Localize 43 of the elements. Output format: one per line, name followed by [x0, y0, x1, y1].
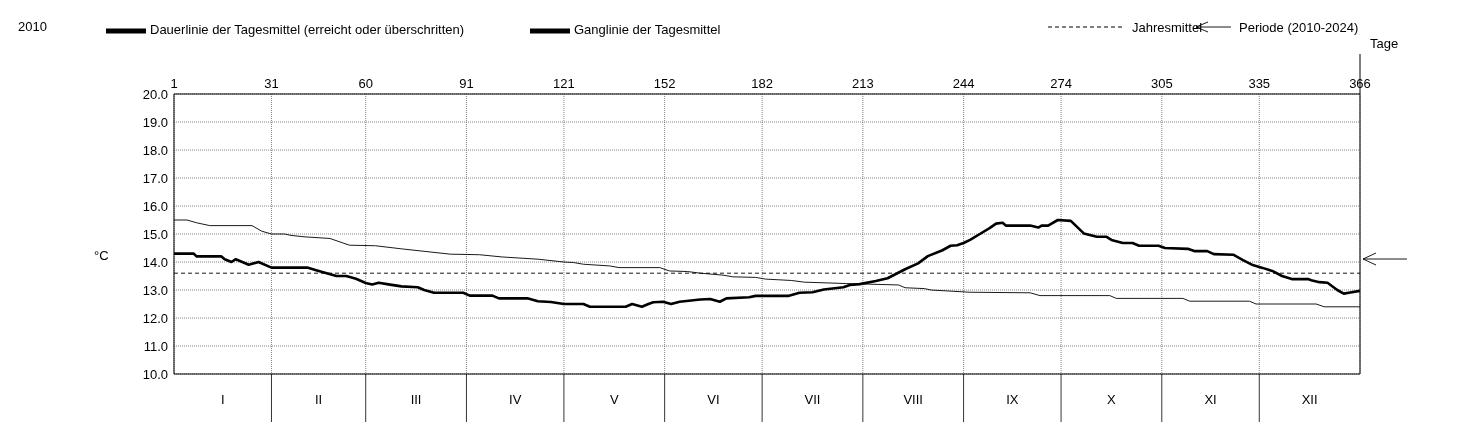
x-tick-label: 152: [653, 76, 676, 91]
x-tick-label: 274: [1050, 76, 1072, 91]
x-tick-label: 213: [852, 76, 874, 91]
y-tick-label: 13.0: [142, 282, 168, 298]
text: 2010: [18, 19, 47, 34]
y-tick-label: 16.0: [142, 198, 168, 214]
text: Periode (2010-2024): [1239, 19, 1359, 35]
text: V: [609, 392, 619, 407]
x-tick-label: 305: [1150, 76, 1173, 91]
legend-label: Ganglinie der Tagesmittel: [574, 22, 721, 38]
text: XII: [1301, 392, 1318, 407]
text: IX: [1006, 392, 1019, 407]
x-tick-label: 31: [264, 76, 279, 91]
y-tick-label: 19.0: [142, 114, 168, 130]
x-tick-label: 182: [751, 76, 773, 91]
y-tick-label: 12.0: [142, 310, 168, 326]
x-tick-label: 335: [1248, 76, 1271, 91]
x-tick-label: 121: [553, 76, 575, 91]
y-tick-label: 15.0: [142, 226, 168, 242]
text: XI: [1204, 392, 1217, 407]
text: VIII: [903, 392, 923, 407]
text: X: [1107, 392, 1117, 407]
legend-label: Jahresmittel: [1132, 19, 1203, 35]
y-tick-label: 11.0: [143, 338, 168, 354]
x-tick-label: 244: [952, 76, 975, 91]
text: VII: [804, 392, 821, 407]
x-axis-title: Tage: [1370, 36, 1399, 51]
y-tick-label: 17.0: [142, 170, 168, 186]
x-tick-label: 91: [459, 76, 474, 91]
text: VI: [707, 392, 720, 407]
text: I: [220, 392, 225, 407]
y-tick-label: 10.0: [142, 366, 168, 382]
legend-label: Dauerlinie der Tagesmittel (erreicht oder überschritten): [150, 22, 466, 39]
text: II: [314, 392, 323, 407]
x-tick-label: 60: [358, 76, 373, 91]
y-tick-label: 20.0: [142, 86, 168, 102]
x-tick-label: 366: [1349, 76, 1371, 91]
text: IV: [509, 392, 522, 407]
y-axis-title: °C: [94, 247, 109, 263]
y-tick-label: 18.0: [142, 142, 168, 158]
x-tick-label: 1: [170, 76, 178, 91]
text: III: [410, 392, 422, 407]
y-tick-label: 14.0: [142, 254, 168, 270]
